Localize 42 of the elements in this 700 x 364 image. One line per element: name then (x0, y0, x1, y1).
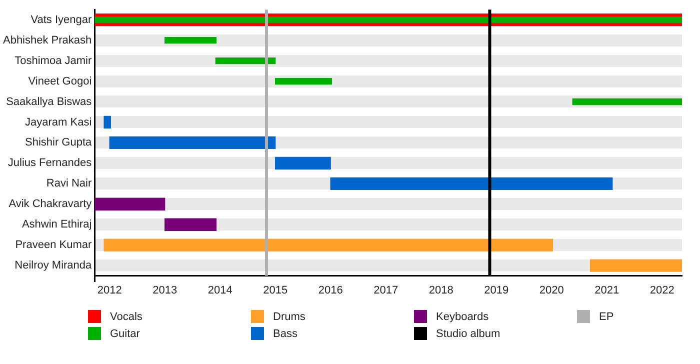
y-tick-label: Ashwin Ethiraj (22, 218, 92, 231)
bar (94, 16, 682, 24)
bar (275, 78, 332, 85)
legend-label: Drums (273, 310, 306, 322)
bar (215, 57, 276, 64)
x-tick-label: 2020 (539, 284, 564, 296)
x-tick-label: 2014 (208, 284, 232, 296)
x-tick-label: 2022 (650, 284, 674, 296)
x-tick-label: 2017 (374, 284, 398, 296)
bar (275, 156, 331, 170)
y-tick-label: Jayaram Kasi (25, 116, 92, 128)
legend-label: Vocals (110, 310, 142, 322)
y-tick-label: Shishir Gupta (25, 136, 93, 149)
bar (164, 218, 217, 231)
y-tick-label: Saakallya Biswas (6, 96, 92, 108)
bar (94, 198, 166, 210)
legend-label: Keyboards (436, 310, 489, 322)
y-tick-label: Praveen Kumar (15, 239, 92, 252)
x-tick-label: 2018 (428, 284, 454, 296)
x-tick-label: 2013 (152, 284, 178, 296)
y-tick-label: Vineet Gogoi (28, 75, 92, 88)
legend-label: EP (599, 310, 614, 322)
x-tick-label: 2015 (263, 284, 288, 296)
y-tick-label: Vats Iyengar (30, 14, 92, 26)
bar (164, 36, 217, 44)
y-tick-label: Abhishek Prakash (2, 34, 92, 46)
x-tick-label: 2016 (318, 284, 343, 296)
y-tick-label: Toshimoa Jamir (14, 54, 92, 67)
x-tick-label: 2019 (484, 284, 509, 296)
bar (572, 98, 682, 106)
y-tick-label: Neilroy Miranda (14, 260, 93, 272)
legend-label: Bass (273, 328, 298, 340)
legend-label: Studio album (436, 328, 500, 340)
bar (590, 259, 682, 272)
legend-label: Guitar (110, 328, 140, 340)
bar (104, 116, 112, 129)
y-tick-label: Avik Chakravarty (8, 198, 92, 210)
y-tick-label: Ravi Nair (46, 178, 92, 190)
x-tick-label: 2012 (97, 284, 122, 296)
bar (109, 136, 276, 150)
x-tick-label: 2021 (594, 284, 620, 296)
y-tick-label: Julius Fernandes (8, 157, 92, 170)
